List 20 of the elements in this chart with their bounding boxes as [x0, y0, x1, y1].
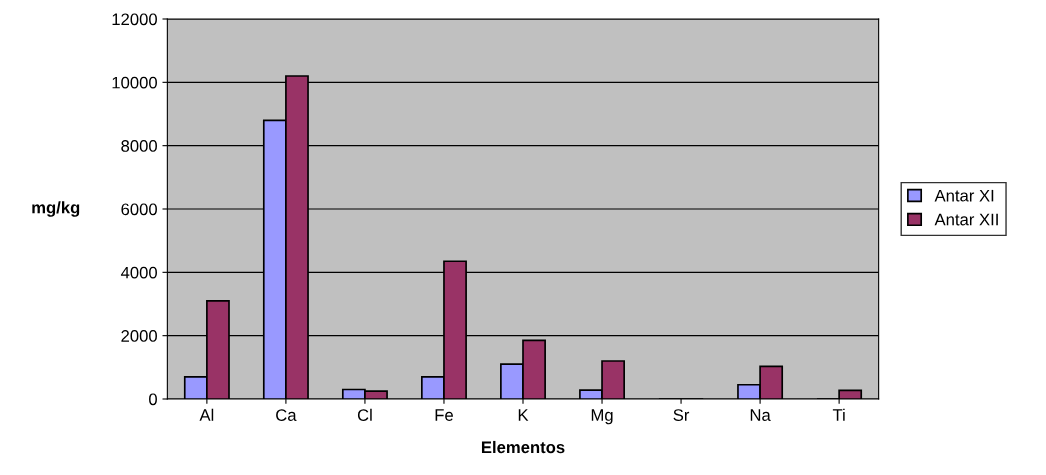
y-tick-label: 2000: [121, 330, 157, 342]
y-tick-label: 0: [149, 393, 157, 406]
y-tick-label: 8000: [121, 140, 157, 152]
legend-label: Antar XI: [934, 189, 994, 202]
y-tick-label: 10000: [112, 76, 157, 89]
y-tick-label: 6000: [121, 203, 157, 216]
legend-label: Antar XII: [934, 213, 998, 226]
x-tick-label: Cl: [357, 408, 372, 421]
x-tick-label: Ti: [832, 408, 845, 421]
x-tick-label: Fe: [435, 409, 453, 421]
y-tick-label: 12000: [112, 13, 157, 26]
x-tick-label: Ca: [276, 409, 297, 421]
x-tick-label: Na: [750, 409, 771, 421]
x-tick-label: K: [518, 409, 529, 421]
y-tick-label: 4000: [120, 266, 157, 279]
x-tick-label: Mg: [591, 409, 613, 425]
x-tick-label: Sr: [673, 409, 690, 421]
y-axis-title: mg/kg: [32, 201, 80, 217]
x-axis-title: Elementos: [481, 440, 565, 454]
x-tick-label: Al: [199, 408, 214, 421]
